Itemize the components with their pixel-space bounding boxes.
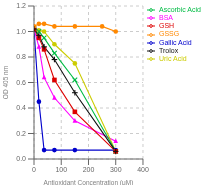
svg-text:300: 300 xyxy=(110,166,122,173)
html-text:Uric Acid: Uric Acid xyxy=(159,54,187,62)
svg-text:0.0: 0.0 xyxy=(16,155,26,162)
svg-text:1.0: 1.0 xyxy=(16,28,26,35)
html-text:GSSG: GSSG xyxy=(159,30,180,38)
svg-text:OD 405 nm: OD 405 nm xyxy=(8,66,9,99)
svg-text:1.2: 1.2 xyxy=(16,2,26,9)
svg-text:100: 100 xyxy=(55,166,67,173)
html-text:Trolox: Trolox xyxy=(159,46,179,54)
svg-text:Antioxidant Concentration (μM): Antioxidant Concentration (μM) xyxy=(44,179,134,185)
svg-text:0.4: 0.4 xyxy=(16,104,26,111)
svg-text:0: 0 xyxy=(32,166,36,173)
svg-text:0.6: 0.6 xyxy=(16,79,26,86)
svg-text:0.8: 0.8 xyxy=(16,53,26,60)
html-text:GSH: GSH xyxy=(159,22,175,30)
svg-text:400: 400 xyxy=(137,166,149,173)
html-text:Gallic Acid: Gallic Acid xyxy=(159,38,192,46)
svg-text:200: 200 xyxy=(83,166,95,173)
svg-text:0.2: 0.2 xyxy=(16,130,26,137)
html-text:BSA: BSA xyxy=(159,14,173,22)
html-text:Ascorbic Acid: Ascorbic Acid xyxy=(159,6,201,13)
